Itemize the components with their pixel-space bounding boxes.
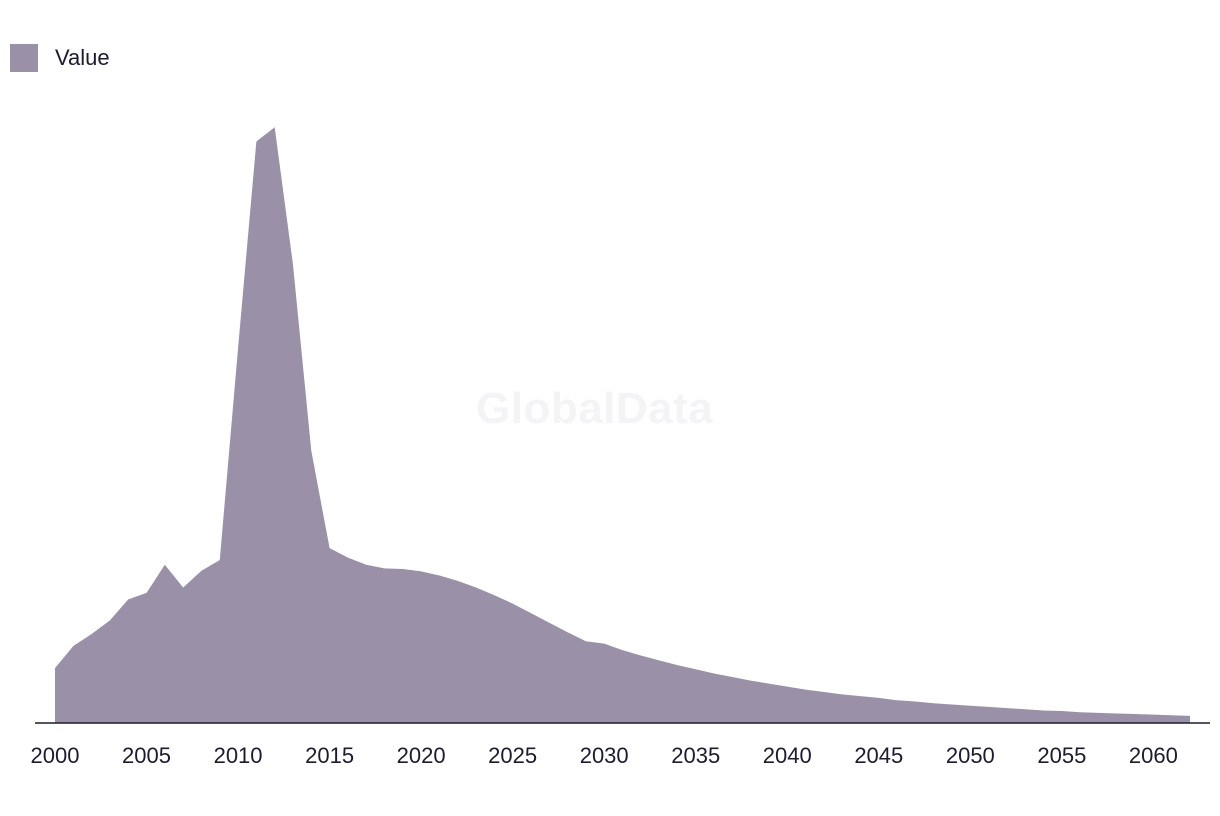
x-tick-label: 2055	[1037, 743, 1086, 768]
legend-swatch	[10, 44, 38, 72]
watermark: GlobalData	[476, 384, 714, 433]
x-tick-label: 2040	[763, 743, 812, 768]
x-axis-ticks: 2000 2005 2010 2015 2020 2025 2030 2035 2040 2045…	[31, 743, 1178, 768]
area-series	[55, 127, 1190, 723]
x-tick-label: 2010	[214, 743, 263, 768]
x-tick-label: 2025	[488, 743, 537, 768]
legend-label: Value	[55, 45, 110, 70]
x-tick-label: 2050	[946, 743, 995, 768]
x-tick-label: 2030	[580, 743, 629, 768]
x-tick-label: 2035	[671, 743, 720, 768]
x-tick-label: 2020	[397, 743, 446, 768]
x-tick-label: 2000	[31, 743, 80, 768]
series-area-value	[55, 127, 1190, 723]
x-tick-label: 2045	[854, 743, 903, 768]
x-tick-label: 2005	[122, 743, 171, 768]
x-tick-label: 2015	[305, 743, 354, 768]
legend: Value	[10, 44, 110, 72]
x-tick-label: 2060	[1129, 743, 1178, 768]
